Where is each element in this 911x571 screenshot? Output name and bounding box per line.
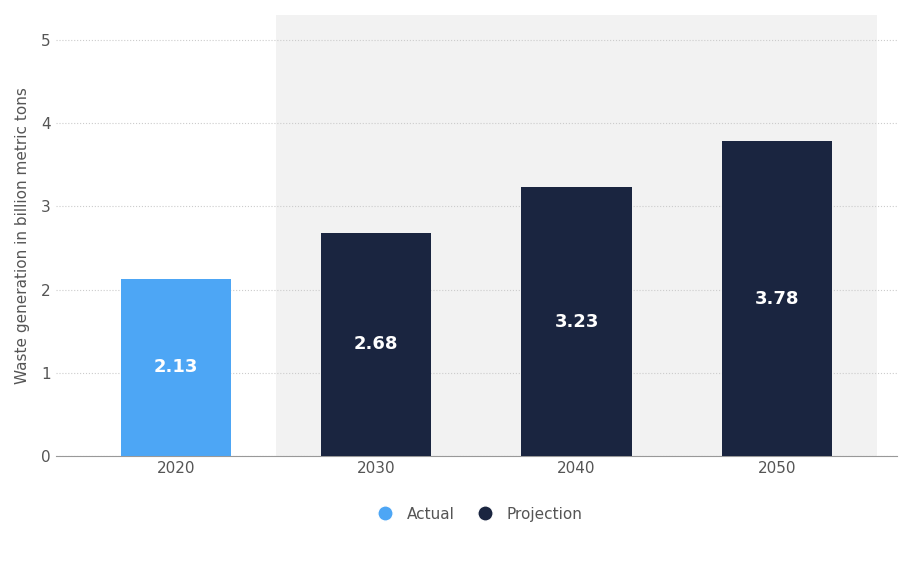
Bar [721,142,831,456]
Bar [476,15,676,456]
Text: 3.78: 3.78 [753,289,798,308]
Y-axis label: Waste generation in billion metric tons: Waste generation in billion metric tons [15,87,30,384]
Bar [521,187,631,456]
Legend: Actual, Projection: Actual, Projection [363,500,588,528]
Bar [321,233,431,456]
Bar [276,15,476,456]
Text: 2.68: 2.68 [353,336,398,353]
Bar [676,15,876,456]
Text: 2.13: 2.13 [154,359,198,376]
Bar [120,279,230,456]
Text: 3.23: 3.23 [554,312,598,331]
